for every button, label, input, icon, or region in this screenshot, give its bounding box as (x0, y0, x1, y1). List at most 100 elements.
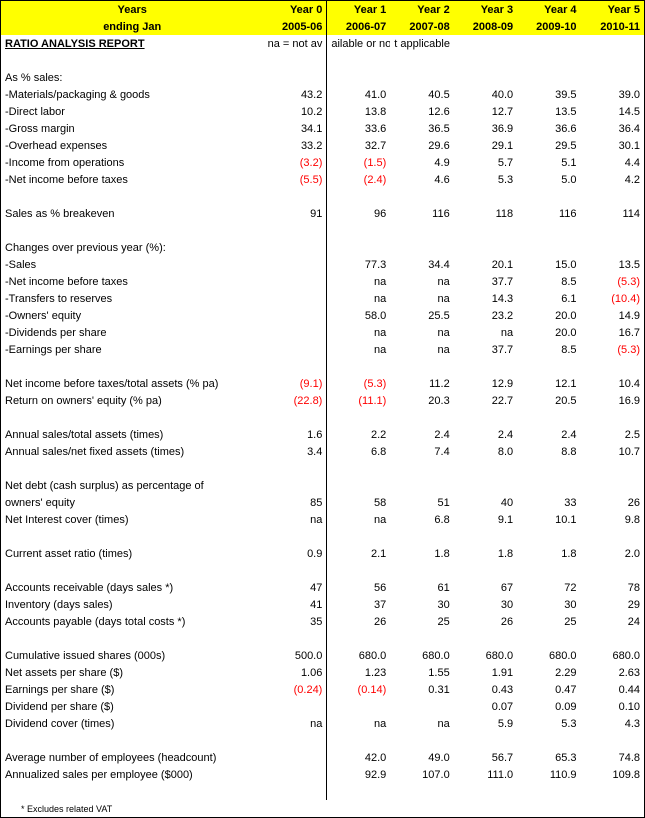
row-label: -Overhead expenses (1, 137, 263, 154)
data-cell: 1.6 (263, 426, 326, 443)
row-label: Annual sales/net fixed assets (times) (1, 443, 263, 460)
data-cell: 30 (390, 596, 453, 613)
data-cell (263, 273, 326, 290)
data-cell: 20.1 (454, 256, 517, 273)
data-cell: 2.63 (581, 664, 644, 681)
header-year4: Year 4 (517, 1, 580, 18)
data-cell: 36.4 (581, 120, 644, 137)
row-label: Dividend per share ($) (1, 698, 263, 715)
data-cell: 20.3 (390, 392, 453, 409)
data-cell: 4.3 (581, 715, 644, 732)
data-cell: 58.0 (327, 307, 390, 324)
data-cell: 8.5 (517, 273, 580, 290)
data-cell: 36.9 (454, 120, 517, 137)
header-years-label: Years (1, 1, 263, 18)
data-cell: 8.8 (517, 443, 580, 460)
data-cell: na (327, 341, 390, 358)
data-cell: 118 (454, 205, 517, 222)
data-cell: 61 (390, 579, 453, 596)
data-cell: 16.7 (581, 324, 644, 341)
data-cell: 1.8 (454, 545, 517, 562)
data-cell: 14.3 (454, 290, 517, 307)
row-label: Current asset ratio (times) (1, 545, 263, 562)
data-cell: 23.2 (454, 307, 517, 324)
data-cell: 13.8 (327, 103, 390, 120)
na-note-part3: t applicable (390, 35, 453, 52)
data-cell: 1.8 (390, 545, 453, 562)
data-cell: 5.9 (454, 715, 517, 732)
data-cell: 49.0 (390, 749, 453, 766)
data-cell: (22.8) (263, 392, 326, 409)
data-cell: 29.1 (454, 137, 517, 154)
data-cell: 110.9 (517, 766, 580, 783)
data-cell: 14.5 (581, 103, 644, 120)
data-cell: 7.4 (390, 443, 453, 460)
data-cell: 35 (263, 613, 326, 630)
data-cell: 1.06 (263, 664, 326, 681)
row-label: -Materials/packaging & goods (1, 86, 263, 103)
data-cell: 96 (327, 205, 390, 222)
data-cell: na (327, 290, 390, 307)
header-year5: Year 5 (581, 1, 644, 18)
data-cell: 26 (581, 494, 644, 511)
header-period2: 2007-08 (390, 18, 453, 35)
data-cell: 1.8 (517, 545, 580, 562)
data-cell: (3.2) (263, 154, 326, 171)
data-cell (327, 698, 390, 715)
data-cell: 680.0 (581, 647, 644, 664)
data-cell: na (263, 511, 326, 528)
data-cell: 6.8 (390, 511, 453, 528)
data-cell: 2.2 (327, 426, 390, 443)
data-cell: na (263, 715, 326, 732)
row-label: Net income before taxes/total assets (% … (1, 375, 263, 392)
header-period1: 2006-07 (327, 18, 390, 35)
data-cell: 12.9 (454, 375, 517, 392)
data-cell: 51 (390, 494, 453, 511)
data-cell: 13.5 (517, 103, 580, 120)
data-cell: 116 (517, 205, 580, 222)
data-cell: 65.3 (517, 749, 580, 766)
data-cell: 5.3 (454, 171, 517, 188)
header-year3: Year 3 (454, 1, 517, 18)
data-cell: 8.0 (454, 443, 517, 460)
section-header: Net debt (cash surplus) as percentage of (1, 477, 263, 494)
row-label: Annualized sales per employee ($000) (1, 766, 263, 783)
data-cell (390, 698, 453, 715)
data-cell: 2.4 (517, 426, 580, 443)
data-cell: 56.7 (454, 749, 517, 766)
data-cell: 41 (263, 596, 326, 613)
row-label: -Income from operations (1, 154, 263, 171)
data-cell: 29.5 (517, 137, 580, 154)
data-cell: 0.09 (517, 698, 580, 715)
data-cell: 37.7 (454, 341, 517, 358)
data-cell: 500.0 (263, 647, 326, 664)
row-label: Average number of employees (headcount) (1, 749, 263, 766)
data-cell: 92.9 (327, 766, 390, 783)
data-cell: 37 (327, 596, 390, 613)
data-cell (263, 698, 326, 715)
data-cell: 4.4 (581, 154, 644, 171)
data-cell: 680.0 (327, 647, 390, 664)
data-cell: na (454, 324, 517, 341)
data-cell (263, 256, 326, 273)
data-cell: 56 (327, 579, 390, 596)
row-label: Annual sales/total assets (times) (1, 426, 263, 443)
row-label: Earnings per share ($) (1, 681, 263, 698)
data-cell: 15.0 (517, 256, 580, 273)
data-cell: 32.7 (327, 137, 390, 154)
data-cell: 40.5 (390, 86, 453, 103)
data-cell: 0.43 (454, 681, 517, 698)
data-cell: 33.6 (327, 120, 390, 137)
data-cell: na (390, 273, 453, 290)
row-label: -Sales (1, 256, 263, 273)
data-cell: 2.29 (517, 664, 580, 681)
row-label: Accounts receivable (days sales *) (1, 579, 263, 596)
data-cell: 20.5 (517, 392, 580, 409)
data-cell: (9.1) (263, 375, 326, 392)
data-cell: 10.4 (581, 375, 644, 392)
data-cell: 0.31 (390, 681, 453, 698)
data-cell (263, 766, 326, 783)
data-cell: (5.3) (327, 375, 390, 392)
data-cell: 0.47 (517, 681, 580, 698)
data-cell: (0.24) (263, 681, 326, 698)
